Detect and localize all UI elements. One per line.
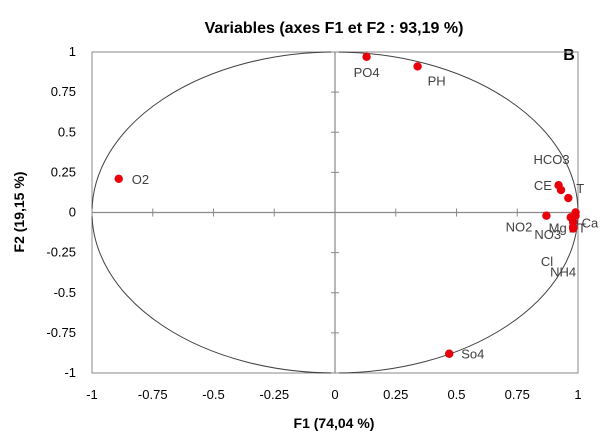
point-label-mg: Mg	[549, 220, 567, 235]
point-label-cl: Cl	[541, 254, 553, 269]
x-axis-title: F1 (74,04 %)	[294, 415, 375, 431]
x-tick-label: 0.25	[383, 387, 408, 402]
point-label-no3: NO3	[534, 227, 561, 242]
point-label-so4: So4	[461, 347, 484, 362]
x-tick-label: -0.25	[259, 387, 289, 402]
y-tick-label: -0.25	[46, 245, 76, 260]
chart-title: Variables (axes F1 et F2 : 93,19 %)	[205, 20, 464, 37]
point-label-o2: O2	[132, 172, 149, 187]
y-tick-label: 0.25	[51, 164, 76, 179]
y-tick-label: 0.5	[58, 124, 76, 139]
point-label-t: T	[576, 181, 584, 196]
point-label-hco3: HCO3	[533, 152, 569, 167]
x-tick-label: 0.5	[447, 387, 465, 402]
x-tick-label: -1	[86, 387, 98, 402]
x-tick-label: 0	[331, 387, 338, 402]
point-label-po4: PO4	[354, 65, 380, 80]
y-tick-label: -0.5	[54, 285, 76, 300]
point-label-ca: Ca	[582, 216, 599, 231]
y-tick-label: 0	[69, 205, 76, 220]
point-label-nh4: NH4	[550, 265, 576, 280]
x-tick-label: -0.75	[138, 387, 168, 402]
y-tick-label: 1	[69, 44, 76, 59]
y-axis-title: F2 (19,15 %)	[11, 172, 27, 253]
data-point-t	[564, 193, 573, 203]
plot-area: -1 -0.75 -0.5 -0.25 0 0.25 0.5 0.75 1 1 0.75 0.5 0.2…	[46, 44, 599, 402]
x-tick-label: -0.5	[202, 387, 224, 402]
data-point-nh4	[568, 224, 578, 233]
data-point-ce	[556, 185, 566, 195]
y-tick-label: 0.75	[51, 84, 76, 99]
data-points: PO4PHO2HCO3CETNO2MgDTCaNO3ClNH4So4	[114, 52, 599, 362]
point-label-no2: NO2	[506, 220, 533, 235]
data-point-ca	[571, 211, 580, 220]
data-point-o2	[114, 174, 123, 183]
data-point-so4	[445, 349, 454, 358]
point-label-ph: PH	[428, 73, 446, 88]
x-tick-label: 1	[574, 387, 581, 402]
x-tick-label: 0.75	[505, 387, 530, 402]
y-tick-label: -1	[64, 365, 76, 380]
data-point-po4	[362, 52, 371, 62]
y-tick-label: -0.75	[46, 325, 76, 340]
data-point-ph	[413, 62, 422, 71]
point-label-ce: CE	[534, 178, 552, 193]
panel-label: B	[563, 47, 575, 64]
data-point-no2	[542, 211, 551, 220]
